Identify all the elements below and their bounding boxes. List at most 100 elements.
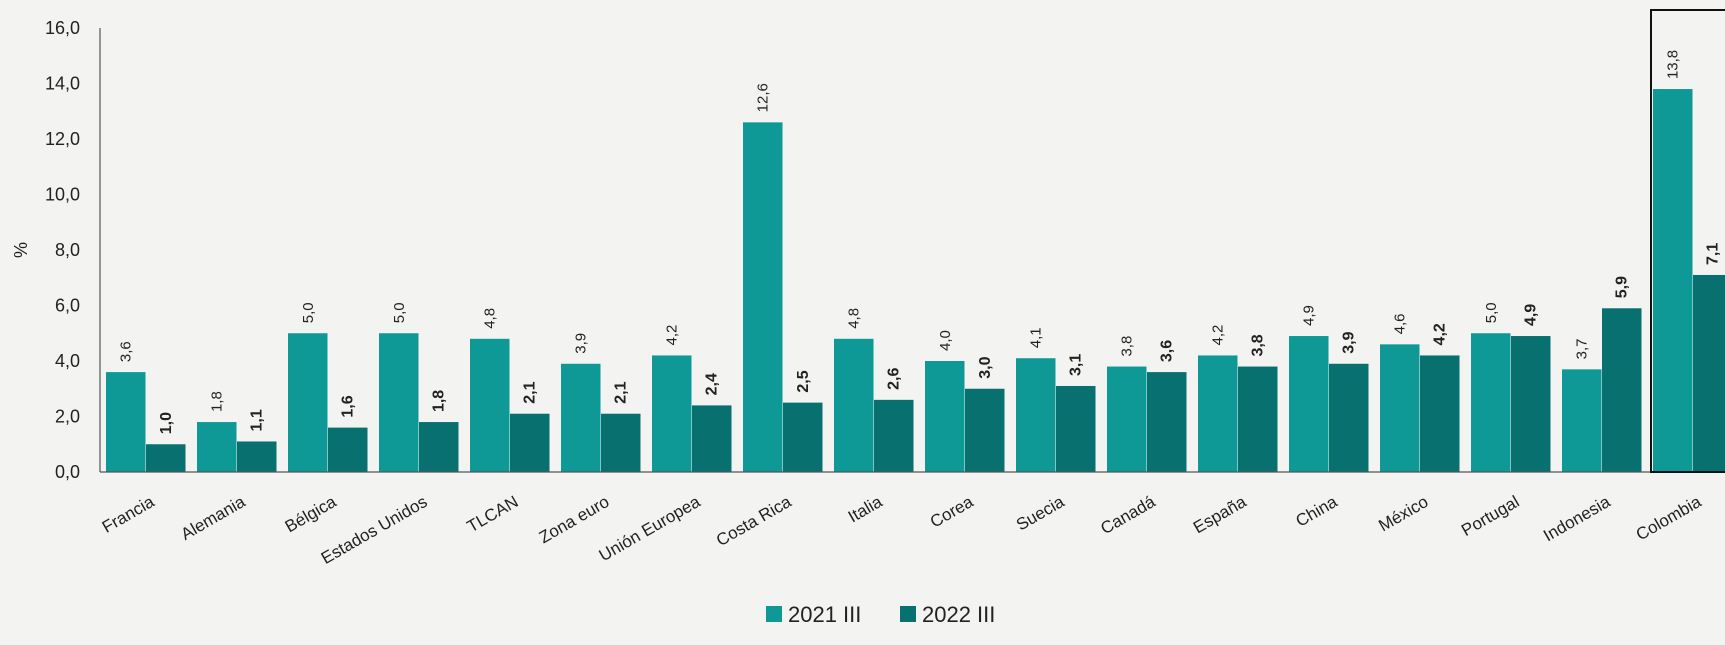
bar-2021-iii [834,338,874,472]
data-label: 1,8 [431,390,448,412]
data-label: 3,7 [1574,338,1591,359]
data-label: 2,5 [795,370,812,392]
data-label: 4,2 [664,325,681,346]
bar-2021-iii [1107,366,1147,472]
y-tick-label: 2,0 [55,407,80,427]
x-tick-label: Corea [927,492,977,532]
bar-2021-iii [106,372,146,472]
x-tick-label: Costa Rica [713,492,795,550]
bar-2022-iii [237,441,277,472]
bar-2021-iii [1653,89,1693,473]
data-label: 2,6 [886,368,903,390]
data-label: 5,0 [391,302,408,323]
data-label: 3,8 [1119,336,1136,357]
x-tick-label: TLCAN [464,492,522,536]
x-tick-label: China [1293,492,1341,531]
x-tick-label: Indonesia [1540,492,1614,546]
bar-2022-iii [1056,385,1096,472]
y-tick-label: 0,0 [55,462,80,482]
x-tick-label: Bélgica [282,492,340,537]
data-label: 3,8 [1250,334,1267,356]
x-tick-label: Alemania [178,492,249,544]
data-label: 4,8 [846,308,863,329]
bar-2022-iii [328,427,368,472]
bar-2021-iii [561,363,601,472]
x-tick-label: España [1190,492,1250,538]
bar-2022-iii [692,405,732,472]
data-label: 1,0 [158,412,175,434]
x-tick-label: Unión Europea [596,492,704,565]
data-label: 2,1 [613,381,630,403]
y-tick-label: 12,0 [45,129,80,149]
bar-2021-iii [197,422,237,472]
bar-2022-iii [601,413,641,472]
bar-2022-iii [510,413,550,472]
bar-2022-iii [1238,366,1278,472]
bar-2021-iii [288,333,328,472]
bar-2021-iii [652,355,692,472]
data-label: 4,8 [482,308,499,329]
bar-2021-iii [1380,344,1420,472]
y-tick-label: 14,0 [45,74,80,94]
data-label: 7,1 [1705,243,1722,265]
data-label: 4,9 [1301,305,1318,326]
bar-2021-iii [1016,358,1056,472]
y-tick-label: 4,0 [55,351,80,371]
data-label: 1,6 [340,395,357,417]
y-axis-title: % [11,242,31,258]
data-label: 2,4 [704,373,721,395]
data-label: 4,2 [1432,323,1449,345]
bar-2022-iii [1329,363,1369,472]
bar-2022-iii [783,402,823,472]
legend-swatch-2022-iii [900,606,916,622]
x-tick-label: México [1375,492,1431,535]
data-label: 5,0 [1483,302,1500,323]
data-label: 5,9 [1614,276,1631,298]
bar-2021-iii [1471,333,1511,472]
data-label: 2,1 [522,381,539,403]
legend-label-2021-iii: 2021 III [788,602,861,627]
data-label: 4,6 [1392,313,1409,334]
legend-swatch-2021-iii [766,606,782,622]
bar-2022-iii [965,388,1005,472]
x-tick-label: Suecia [1013,492,1068,535]
x-tick-label: Italia [845,492,886,527]
bar-2021-iii [1198,355,1238,472]
x-tick-label: Canadá [1097,492,1159,539]
y-tick-label: 10,0 [45,185,80,205]
x-tick-label: Zona euro [536,492,613,547]
data-label: 3,9 [573,333,590,354]
data-label: 1,1 [249,409,266,431]
data-label: 13,8 [1665,50,1682,79]
data-label: 3,9 [1341,331,1358,353]
bar-2022-iii [1693,274,1725,472]
bar-2022-iii [146,444,186,472]
bar-2022-iii [1420,355,1460,472]
data-label: 3,0 [977,356,994,378]
bar-2021-iii [1289,336,1329,472]
bar-2021-iii [379,333,419,472]
bar-2022-iii [1602,308,1642,472]
bar-2021-iii [925,361,965,472]
bar-2021-iii [1562,369,1602,472]
data-label: 1,8 [209,391,226,412]
highlight-box-colombia [1650,9,1725,473]
data-label: 3,6 [118,341,135,362]
data-label: 5,0 [300,302,317,323]
bar-2022-iii [1147,372,1187,472]
y-tick-label: 8,0 [55,240,80,260]
data-label: 4,2 [1210,325,1227,346]
x-tick-label: Colombia [1633,492,1705,545]
bar-2022-iii [419,422,459,472]
data-label: 3,6 [1159,340,1176,362]
bar-2021-iii [743,122,783,472]
data-label: 4,1 [1028,327,1045,348]
bar-2022-iii [874,399,914,472]
legend-label-2022-iii: 2022 III [922,602,995,627]
data-label: 4,9 [1523,304,1540,326]
data-label: 4,0 [937,330,954,351]
y-tick-label: 6,0 [55,296,80,316]
bar-2021-iii [470,338,510,472]
